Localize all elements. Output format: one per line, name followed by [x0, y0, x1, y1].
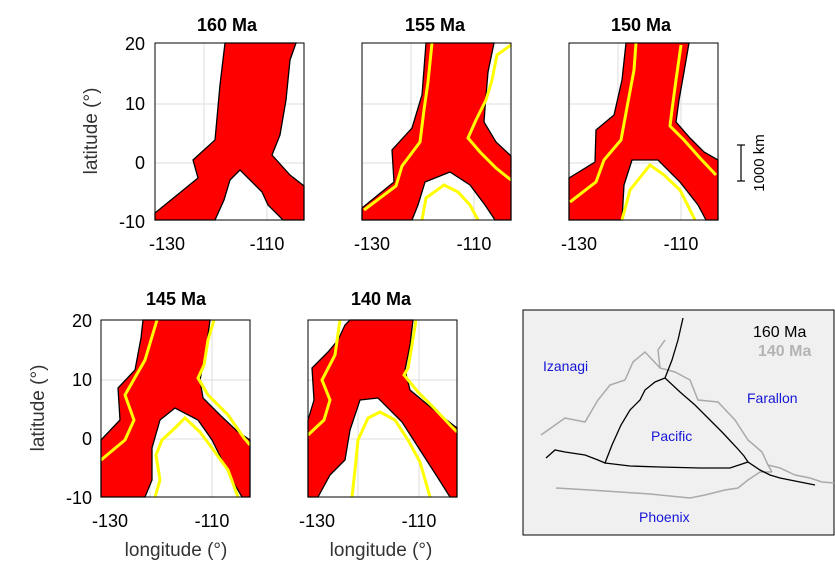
- x-axis-label: longitude (°): [330, 540, 433, 561]
- previous-outline-145ma: [153, 415, 240, 498]
- y-tick-label: 10: [125, 94, 145, 114]
- panel-title-160ma: 160 Ma: [197, 15, 258, 35]
- axes-box: [154, 42, 305, 221]
- x-tick-label: -110: [195, 511, 230, 531]
- y-tick-label: 20: [72, 311, 92, 331]
- x-tick-label: -130: [92, 511, 128, 531]
- scale-bar: 1000 km: [737, 134, 768, 192]
- axes-box: [568, 42, 719, 221]
- plate-label-izanagi: Izanagi: [543, 358, 588, 374]
- panel-140ma: 140 Ma -130 -110 longitude (°): [299, 289, 459, 561]
- y-axis-label: latitude (°): [81, 88, 102, 175]
- axes-box: [307, 319, 458, 498]
- x-axis-label: longitude (°): [125, 540, 228, 561]
- previous-outline-150ma: [620, 162, 697, 221]
- plate-label-pacific: Pacific: [651, 428, 692, 444]
- previous-outline-155ma: [466, 43, 512, 182]
- x-tick-label: -130: [299, 511, 335, 531]
- inset-legend-reference: 140 Ma: [758, 343, 811, 360]
- ridge-area-160ma: [154, 42, 305, 221]
- scale-bar-label: 1000 km: [751, 134, 768, 192]
- previous-outline-145ma: [196, 319, 252, 446]
- x-tick-label: -130: [354, 234, 390, 254]
- panel-title-155ma: 155 Ma: [405, 15, 466, 35]
- x-tick-label: -110: [402, 511, 437, 531]
- inset-legend-current: 160 Ma: [753, 324, 806, 341]
- inset-current-boundaries: [545, 317, 816, 486]
- plate-label-phoenix: Phoenix: [639, 509, 690, 525]
- x-tick-label: -110: [664, 234, 699, 254]
- y-ticks: 20 10 0 -10: [66, 311, 92, 508]
- previous-outline-150ma: [668, 44, 718, 177]
- inset-map: 160 Ma 140 Ma Izanagi Farallon Pacific P…: [522, 309, 835, 536]
- panel-145ma: 145 Ma 20 10 0 -10 -130 -110 longitude (…: [28, 289, 252, 561]
- panel-title-140ma: 140 Ma: [351, 289, 412, 309]
- panel-160ma: 160 Ma 20 10 0 -10 -130 -110 latitude (°…: [81, 15, 305, 254]
- y-tick-label: -10: [119, 212, 145, 232]
- panel-title-145ma: 145 Ma: [146, 289, 207, 309]
- x-tick-label: -130: [561, 234, 597, 254]
- y-tick-label: 0: [82, 429, 92, 449]
- previous-outline-140ma: [350, 410, 432, 498]
- axes-box: [361, 42, 512, 221]
- panel-title-150ma: 150 Ma: [611, 15, 672, 35]
- previous-outline-150ma: [569, 42, 638, 204]
- x-tick-label: -110: [250, 234, 285, 254]
- panel-155ma: 155 Ma -130 -110: [354, 15, 512, 254]
- y-tick-label: -10: [66, 488, 92, 508]
- x-tick-label: -130: [149, 234, 185, 254]
- y-tick-label: 0: [135, 153, 145, 173]
- previous-outline-140ma: [402, 319, 459, 434]
- panel-150ma: 150 Ma -130 -110: [561, 15, 719, 254]
- previous-outline-155ma: [420, 183, 480, 221]
- y-tick-label: 20: [125, 34, 145, 54]
- y-ticks: 20 10 0 -10: [119, 34, 145, 232]
- x-tick-label: -110: [457, 234, 492, 254]
- previous-outline-140ma: [306, 319, 342, 437]
- y-axis-label: latitude (°): [28, 365, 49, 452]
- previous-outline-155ma: [363, 42, 434, 212]
- y-tick-label: 10: [72, 370, 92, 390]
- plate-label-farallon: Farallon: [747, 390, 798, 406]
- axes-box: [100, 319, 251, 498]
- previous-outline-145ma: [100, 319, 159, 462]
- ridge-area-150ma: [568, 42, 719, 221]
